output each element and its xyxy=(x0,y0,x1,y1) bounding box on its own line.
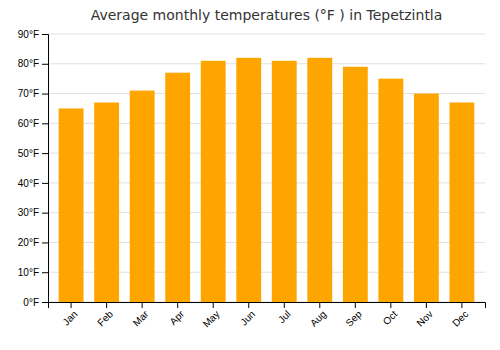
tick-label: Mar xyxy=(131,308,151,328)
tick-label: Apr xyxy=(167,308,186,327)
tick: 30°F xyxy=(18,207,48,218)
tick: Aug xyxy=(308,302,328,329)
tick-mark xyxy=(42,242,48,243)
tick-mark xyxy=(284,302,285,308)
tick: 80°F xyxy=(18,58,48,69)
tick: 60°F xyxy=(18,118,48,129)
tick-mark xyxy=(355,302,356,308)
tick-mark xyxy=(42,123,48,124)
tick-mark xyxy=(42,302,48,303)
tick: Apr xyxy=(167,302,186,327)
tick-mark xyxy=(248,302,249,308)
tick-label: Oct xyxy=(381,308,400,327)
tick-mark xyxy=(42,213,48,214)
tick-mark xyxy=(42,272,48,273)
grid-line xyxy=(48,34,485,35)
tick-mark xyxy=(319,302,320,308)
grid-line xyxy=(48,63,485,64)
tick: Nov xyxy=(415,302,435,329)
tick: Feb xyxy=(95,302,115,328)
bar xyxy=(165,73,190,302)
tick: 20°F xyxy=(18,237,48,248)
tick-label: 40°F xyxy=(18,178,39,189)
tick-label: Sep xyxy=(343,308,364,329)
tick: 90°F xyxy=(18,29,48,40)
tick-mark xyxy=(390,302,391,308)
tick-label: 10°F xyxy=(18,267,39,278)
grid xyxy=(48,34,485,302)
tick-label: 70°F xyxy=(18,88,39,99)
tick-label: 80°F xyxy=(18,58,39,69)
tick-label: Jun xyxy=(238,308,257,327)
tick: Oct xyxy=(381,302,400,327)
tick: 70°F xyxy=(18,88,48,99)
tick: Dec xyxy=(450,302,470,329)
axis-line xyxy=(42,35,49,303)
tick-label: May xyxy=(201,308,222,329)
bar xyxy=(272,61,297,302)
tick: 0°F xyxy=(23,297,48,308)
tick: Mar xyxy=(131,302,151,328)
y-axis: 0°F 10°F 20°F 30°F 40°F 50°F 60°F 70°F 80°F 90°F xyxy=(18,29,49,308)
tick-mark xyxy=(142,302,143,308)
tick-label: 60°F xyxy=(18,118,39,129)
tick-mark xyxy=(42,34,48,35)
title: Average monthly temperatures (°F ) in Te… xyxy=(91,7,443,23)
tick-label: 20°F xyxy=(18,237,39,248)
tick-mark xyxy=(42,183,48,184)
tick-mark xyxy=(106,302,107,308)
tick: 40°F xyxy=(18,178,48,189)
chart: 0°F 10°F 20°F 30°F 40°F 50°F 60°F 70°F 80°F 90°F J… xyxy=(0,0,500,350)
tick-label: 90°F xyxy=(18,29,39,40)
tick: Sep xyxy=(343,302,364,329)
tick-label: 0°F xyxy=(23,297,39,308)
tick-label: Aug xyxy=(308,308,328,328)
tick-label: Jan xyxy=(60,308,79,327)
bar xyxy=(307,58,332,302)
bar xyxy=(130,91,155,302)
tick-mark xyxy=(71,302,72,308)
tick-mark xyxy=(42,64,48,65)
x-axis: Jan Feb Mar Apr May Jun Jul Aug Sep Oct Nov Dec xyxy=(49,302,486,330)
tick-label: Dec xyxy=(450,308,470,328)
tick: 50°F xyxy=(18,148,48,159)
tick-mark xyxy=(461,302,462,308)
tick-label: 30°F xyxy=(18,207,39,218)
bar xyxy=(343,67,368,302)
bar xyxy=(414,94,439,302)
bar xyxy=(449,102,474,302)
bar xyxy=(59,108,84,302)
tick-label: Feb xyxy=(95,308,115,328)
bar xyxy=(378,79,403,302)
tick: 10°F xyxy=(18,267,48,278)
bar xyxy=(201,61,226,302)
plot: 0°F 10°F 20°F 30°F 40°F 50°F 60°F 70°F 80°F 90°F J… xyxy=(18,29,486,330)
tick-label: 50°F xyxy=(18,148,39,159)
tick: Jun xyxy=(238,302,257,328)
tick: May xyxy=(201,302,222,330)
bar xyxy=(94,102,119,302)
tick: Jan xyxy=(60,302,79,328)
tick-mark xyxy=(42,94,48,95)
tick-label: Nov xyxy=(415,308,435,328)
bars xyxy=(59,58,475,302)
bar xyxy=(236,58,261,302)
tick-mark xyxy=(42,153,48,154)
tick-mark xyxy=(213,302,214,308)
axis-line xyxy=(49,303,486,309)
tick-label: Jul xyxy=(276,308,293,325)
tick-mark xyxy=(177,302,178,308)
tick-mark xyxy=(426,302,427,308)
tick: Jul xyxy=(276,302,293,325)
